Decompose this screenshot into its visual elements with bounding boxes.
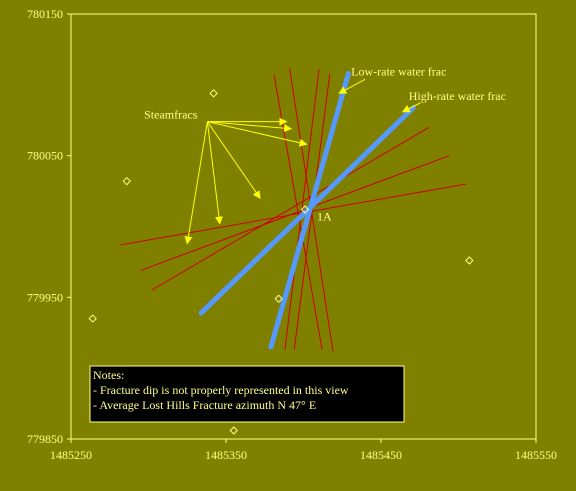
low-rate-water-frac-label: Low-rate water frac [351, 64, 446, 78]
well-1a-marker [300, 205, 310, 214]
y-tick-label: 780050 [27, 149, 63, 163]
low-rate-callout-arrow [338, 78, 366, 94]
well-marker [465, 256, 474, 265]
high-rate-callout-arrow [401, 102, 421, 113]
plot-frame [70, 13, 537, 440]
well-markers [88, 89, 474, 435]
well-1a-label: 1A [317, 210, 332, 224]
y-axis-ticks: 780150 780050 779950 779850 [27, 7, 71, 446]
notes-line-dip: - Fracture dip is not properly represent… [93, 383, 349, 397]
steamfrac-callout-arrow [206, 121, 223, 225]
steamfrac-line [140, 155, 450, 271]
notes-box: Notes: - Fracture dip is not properly re… [89, 365, 405, 423]
x-tick-label: 1485350 [205, 448, 247, 462]
y-tick-label: 780150 [27, 7, 63, 21]
y-tick-label: 779950 [27, 290, 63, 304]
notes-title: Notes: [93, 368, 124, 382]
notes-box-background [89, 365, 405, 423]
steamfrac-line [293, 73, 331, 350]
steamfrac-callout-arrow [184, 121, 208, 245]
steamfrac-line [120, 183, 467, 246]
well-marker [209, 89, 218, 98]
high-rate-water-frac-label: High-rate water frac [409, 89, 506, 103]
well-marker [229, 426, 238, 435]
x-axis-ticks: 1485250 1485350 1485450 1485550 [50, 439, 557, 462]
steamfrac-callout-arrow [206, 121, 261, 199]
well-marker [122, 176, 132, 186]
x-tick-label: 1485550 [515, 448, 557, 462]
well-marker [274, 294, 283, 303]
well-marker [88, 314, 97, 323]
steamfrac-line [151, 126, 430, 291]
x-tick-label: 1485250 [50, 448, 92, 462]
x-tick-label: 1485450 [360, 448, 402, 462]
steamfracs-label: Steamfracs [144, 108, 198, 122]
steamfrac-callout-arrow [207, 121, 308, 147]
notes-line-azimuth: - Average Lost Hills Fracture azimuth N … [93, 398, 316, 412]
callout-arrows [184, 78, 421, 245]
y-tick-label: 779850 [27, 432, 63, 446]
steamfrac-callout-arrow [207, 121, 293, 133]
